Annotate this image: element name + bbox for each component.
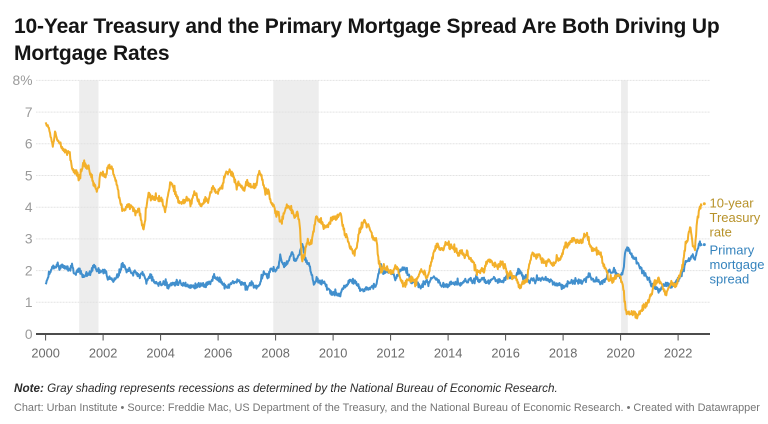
svg-text:mortgage: mortgage bbox=[710, 257, 765, 272]
svg-text:3: 3 bbox=[25, 232, 33, 247]
svg-text:2010: 2010 bbox=[319, 346, 347, 361]
svg-text:2012: 2012 bbox=[376, 346, 404, 361]
svg-text:2022: 2022 bbox=[664, 346, 692, 361]
svg-text:2006: 2006 bbox=[204, 346, 232, 361]
svg-text:2018: 2018 bbox=[549, 346, 577, 361]
svg-text:10-year: 10-year bbox=[710, 196, 755, 211]
svg-text:Treasury: Treasury bbox=[710, 210, 761, 225]
svg-text:2002: 2002 bbox=[89, 346, 117, 361]
svg-text:4: 4 bbox=[25, 200, 33, 215]
svg-text:8%: 8% bbox=[13, 73, 33, 88]
svg-text:5: 5 bbox=[25, 168, 33, 183]
svg-text:rate: rate bbox=[710, 225, 732, 240]
svg-text:2020: 2020 bbox=[606, 346, 634, 361]
svg-text:Primary: Primary bbox=[710, 243, 755, 258]
svg-text:2016: 2016 bbox=[491, 346, 519, 361]
svg-text:0: 0 bbox=[25, 327, 33, 342]
svg-text:2: 2 bbox=[25, 263, 33, 278]
svg-text:spread: spread bbox=[710, 272, 750, 287]
svg-text:2008: 2008 bbox=[261, 346, 289, 361]
svg-text:2000: 2000 bbox=[31, 346, 59, 361]
svg-text:2004: 2004 bbox=[146, 346, 174, 361]
svg-text:7: 7 bbox=[25, 105, 33, 120]
svg-text:6: 6 bbox=[25, 137, 33, 152]
svg-text:2014: 2014 bbox=[434, 346, 462, 361]
svg-text:1: 1 bbox=[25, 295, 33, 310]
